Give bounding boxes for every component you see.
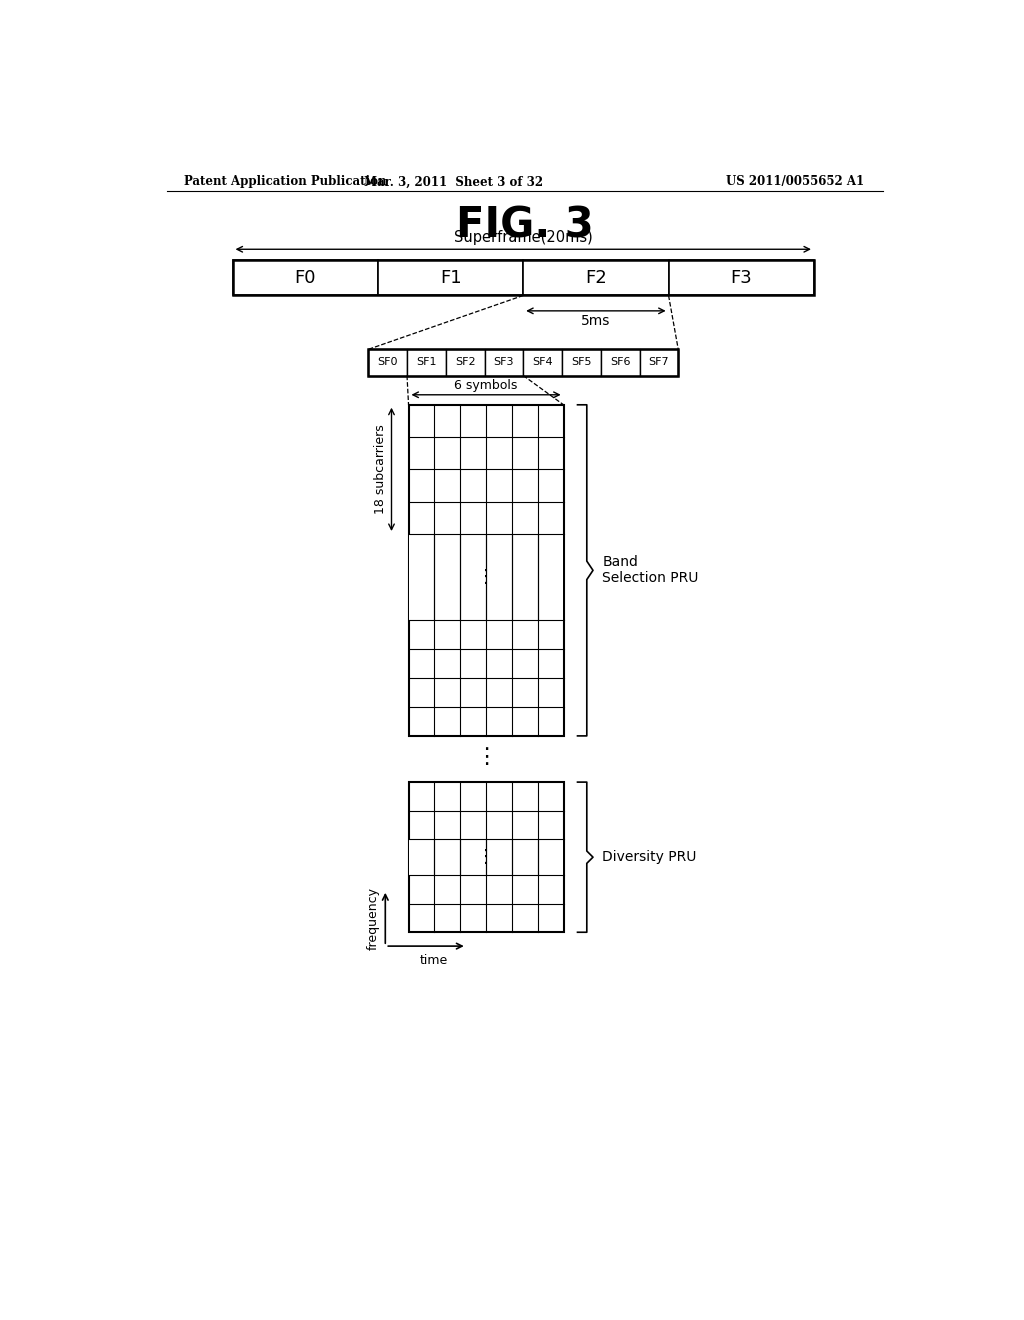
- Text: FIG. 3: FIG. 3: [456, 205, 594, 247]
- Text: Superframe(20ms): Superframe(20ms): [454, 231, 593, 246]
- Text: SF4: SF4: [532, 358, 553, 367]
- Bar: [484, 350, 523, 376]
- Text: 6 symbols: 6 symbols: [455, 379, 518, 392]
- Bar: [369, 350, 407, 376]
- Bar: [232, 260, 378, 296]
- Text: Patent Application Publication: Patent Application Publication: [183, 176, 386, 189]
- Bar: [669, 260, 814, 296]
- Bar: [640, 350, 678, 376]
- Text: SF6: SF6: [610, 358, 631, 367]
- Text: Band
Selection PRU: Band Selection PRU: [602, 556, 698, 586]
- Text: time: time: [420, 954, 447, 966]
- Bar: [601, 350, 640, 376]
- Bar: [409, 405, 563, 737]
- Bar: [445, 350, 484, 376]
- Text: F1: F1: [439, 269, 462, 286]
- Text: ⋮: ⋮: [477, 568, 495, 586]
- Text: SF1: SF1: [416, 358, 436, 367]
- Text: frequency: frequency: [367, 887, 380, 949]
- Bar: [378, 260, 523, 296]
- Bar: [523, 350, 562, 376]
- Text: 5ms: 5ms: [582, 314, 610, 327]
- Text: Diversity PRU: Diversity PRU: [602, 850, 696, 865]
- Bar: [410, 840, 563, 875]
- Text: 18 subcarriers: 18 subcarriers: [374, 425, 387, 515]
- Text: SF7: SF7: [648, 358, 670, 367]
- Text: Mar. 3, 2011  Sheet 3 of 32: Mar. 3, 2011 Sheet 3 of 32: [364, 176, 543, 189]
- Bar: [232, 260, 814, 296]
- Text: F2: F2: [585, 269, 607, 286]
- Text: SF2: SF2: [455, 358, 475, 367]
- Bar: [409, 781, 563, 932]
- Text: SF5: SF5: [571, 358, 592, 367]
- Bar: [562, 350, 601, 376]
- Text: ⋮: ⋮: [477, 849, 495, 866]
- Bar: [369, 350, 678, 376]
- Bar: [407, 350, 445, 376]
- Text: F0: F0: [295, 269, 316, 286]
- Text: SF0: SF0: [378, 358, 398, 367]
- Text: SF3: SF3: [494, 358, 514, 367]
- Bar: [523, 260, 669, 296]
- Text: US 2011/0055652 A1: US 2011/0055652 A1: [726, 176, 864, 189]
- Bar: [410, 533, 563, 620]
- Text: ⋮: ⋮: [475, 747, 498, 767]
- Text: F3: F3: [730, 269, 752, 286]
